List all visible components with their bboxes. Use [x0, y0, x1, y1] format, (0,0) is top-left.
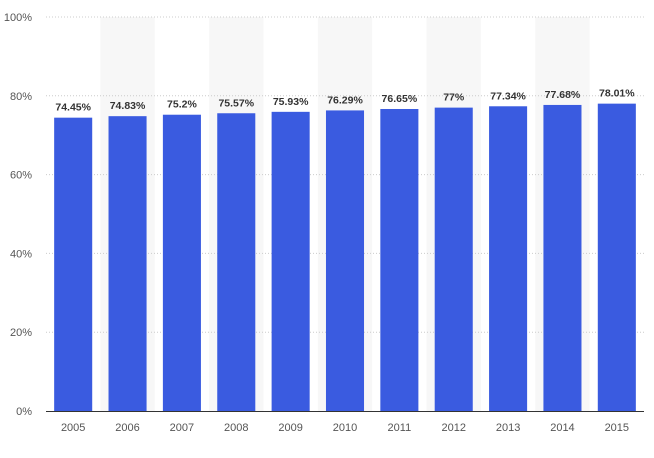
x-tick-label: 2012	[441, 422, 465, 434]
bar-2009[interactable]	[271, 111, 310, 411]
data-label-2013: 77.34%	[490, 90, 526, 102]
bar-2008[interactable]	[217, 113, 256, 411]
bar-2006[interactable]	[108, 116, 147, 411]
x-tick-label: 2007	[170, 422, 194, 434]
x-tick-label: 2009	[278, 422, 302, 434]
data-labels: 74.45% 74.83% 75.2% 75.57% 75.93% 76.29% 76.65…	[55, 88, 635, 114]
bar-2015[interactable]	[597, 103, 636, 412]
x-tick-label: 2014	[550, 422, 574, 434]
data-label-2011: 76.65%	[382, 93, 418, 105]
bar-2014[interactable]	[543, 104, 582, 412]
y-tick-label: 20%	[10, 327, 32, 339]
y-tick-label: 60%	[10, 170, 32, 182]
data-label-2007: 75.2%	[167, 99, 197, 111]
x-tick-label: 2011	[388, 422, 412, 434]
data-label-2008: 75.57%	[218, 97, 254, 109]
data-label-2012: 77%	[443, 92, 465, 104]
data-label-2005: 74.45%	[55, 102, 91, 114]
data-label-2015: 78.01%	[599, 88, 635, 100]
bar-2007[interactable]	[162, 114, 201, 411]
y-tick-label: 80%	[10, 91, 32, 103]
y-tick-label: 40%	[10, 248, 32, 260]
x-tick-label: 2005	[61, 422, 85, 434]
x-tick-label: 2010	[333, 422, 357, 434]
bar-2005[interactable]	[54, 117, 93, 412]
x-tick-label: 2006	[115, 422, 139, 434]
bar-2010[interactable]	[325, 110, 365, 412]
y-tick-label: 100%	[4, 12, 32, 24]
bars	[54, 103, 636, 412]
data-label-2010: 76.29%	[327, 94, 363, 106]
x-tick-label: 2015	[605, 422, 629, 434]
y-axis: 0% 20% 40% 60% 80% 100%	[4, 12, 32, 418]
bar-2011[interactable]	[380, 108, 419, 412]
bar-2013[interactable]	[489, 106, 528, 412]
bar-2012[interactable]	[434, 107, 473, 412]
y-tick-label: 0%	[16, 406, 32, 418]
x-tick-label: 2008	[224, 422, 248, 434]
data-label-2014: 77.68%	[545, 89, 581, 101]
data-label-2009: 75.93%	[273, 96, 309, 108]
x-axis: 2005 2006 2007 2008 2009 2010 2011 2012 2013 2014…	[46, 411, 644, 434]
x-tick-label: 2013	[496, 422, 520, 434]
data-label-2006: 74.83%	[110, 100, 146, 112]
